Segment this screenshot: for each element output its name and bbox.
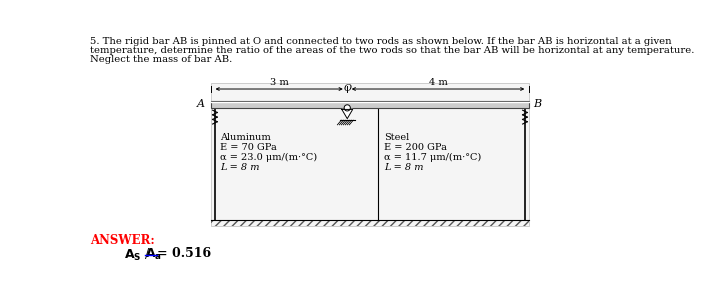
- Text: Steel: Steel: [384, 132, 409, 141]
- Text: = 0.516: = 0.516: [157, 247, 211, 260]
- Polygon shape: [342, 109, 352, 119]
- Text: α = 23.0 μm/(m·°C): α = 23.0 μm/(m·°C): [220, 152, 318, 162]
- Text: temperature, determine the ratio of the areas of the two rods so that the bar AB: temperature, determine the ratio of the …: [90, 46, 695, 55]
- Circle shape: [344, 105, 350, 111]
- Text: 5. The rigid bar AB is pinned at O and connected to two rods as shown below. If : 5. The rigid bar AB is pinned at O and c…: [90, 37, 672, 46]
- Bar: [211, 83, 529, 226]
- Bar: [211, 220, 529, 226]
- Text: 4 m: 4 m: [429, 78, 447, 87]
- Text: $\mathbf{A_S}$ /: $\mathbf{A_S}$ /: [123, 247, 150, 263]
- Text: ANSWER:: ANSWER:: [90, 234, 155, 247]
- Text: $\mathbf{A_a}$: $\mathbf{A_a}$: [145, 247, 162, 262]
- Text: L = 8 m: L = 8 m: [384, 163, 423, 172]
- Text: O: O: [343, 84, 351, 93]
- Text: Aluminum: Aluminum: [220, 132, 271, 141]
- Text: Neglect the mass of bar AB.: Neglect the mass of bar AB.: [90, 55, 233, 64]
- Text: A: A: [197, 99, 205, 109]
- Text: L = 8 m: L = 8 m: [220, 163, 260, 172]
- Bar: [211, 101, 529, 108]
- Text: 3 m: 3 m: [270, 78, 289, 87]
- Text: B: B: [532, 99, 541, 109]
- Text: α = 11.7 μm/(m·°C): α = 11.7 μm/(m·°C): [384, 152, 481, 162]
- Text: E = 200 GPa: E = 200 GPa: [384, 143, 447, 152]
- Text: E = 70 GPa: E = 70 GPa: [220, 143, 277, 152]
